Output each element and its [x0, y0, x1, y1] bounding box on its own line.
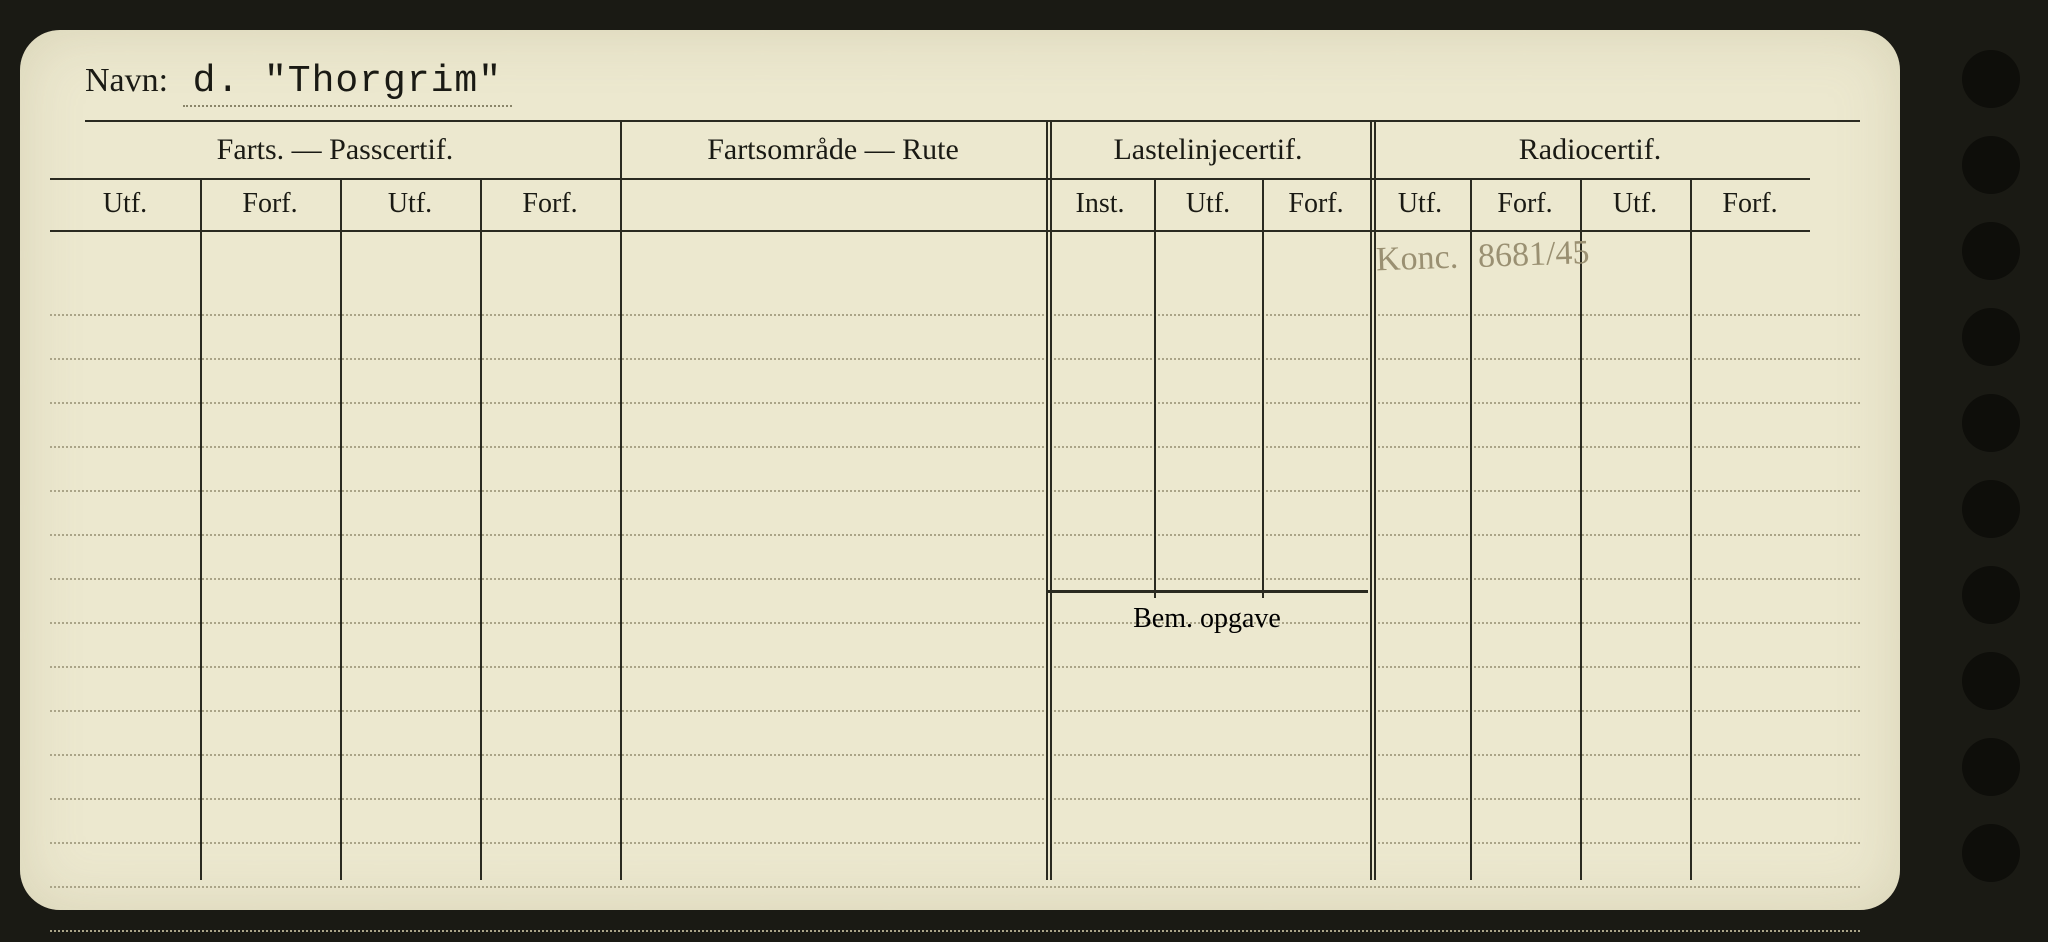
- name-value: d. "Thorgrim": [183, 60, 512, 107]
- section-rute: Fartsområde — Rute: [620, 122, 1046, 180]
- col-farts-utf1: Utf.: [50, 178, 200, 232]
- index-card: Navn: d. "Thorgrim" Farts. — Passcertif.…: [20, 30, 1900, 910]
- section-radio: Radiocertif.: [1370, 122, 1810, 180]
- hand-radio-forf: 8681/45: [1477, 234, 1590, 276]
- name-label: Navn:: [85, 62, 168, 99]
- section-laste: Lastelinjecertif.: [1046, 122, 1370, 180]
- col-farts-forf1: Forf.: [200, 178, 340, 232]
- col-farts-utf2: Utf.: [340, 178, 480, 232]
- table: Farts. — Passcertif. Fartsområde — Rute …: [50, 122, 1860, 880]
- table-body-lines: [50, 272, 1860, 880]
- col-radio-utf1: Utf.: [1370, 178, 1470, 232]
- col-radio-forf1: Forf.: [1470, 178, 1580, 232]
- name-row: Navn: d. "Thorgrim": [85, 60, 1860, 122]
- binder-holes: [1946, 50, 2036, 910]
- col-laste-inst: Inst.: [1046, 178, 1154, 232]
- col-laste-utf: Utf.: [1154, 178, 1262, 232]
- bem-opgave-label: Bem. opgave: [1046, 590, 1368, 645]
- hand-radio-utf: Konc.: [1375, 239, 1458, 280]
- section-farts: Farts. — Passcertif.: [50, 122, 620, 180]
- col-farts-forf2: Forf.: [480, 178, 620, 232]
- col-radio-utf2: Utf.: [1580, 178, 1690, 232]
- col-radio-forf2: Forf.: [1690, 178, 1810, 232]
- col-rute-blank: [620, 178, 1046, 232]
- col-laste-forf: Forf.: [1262, 178, 1370, 232]
